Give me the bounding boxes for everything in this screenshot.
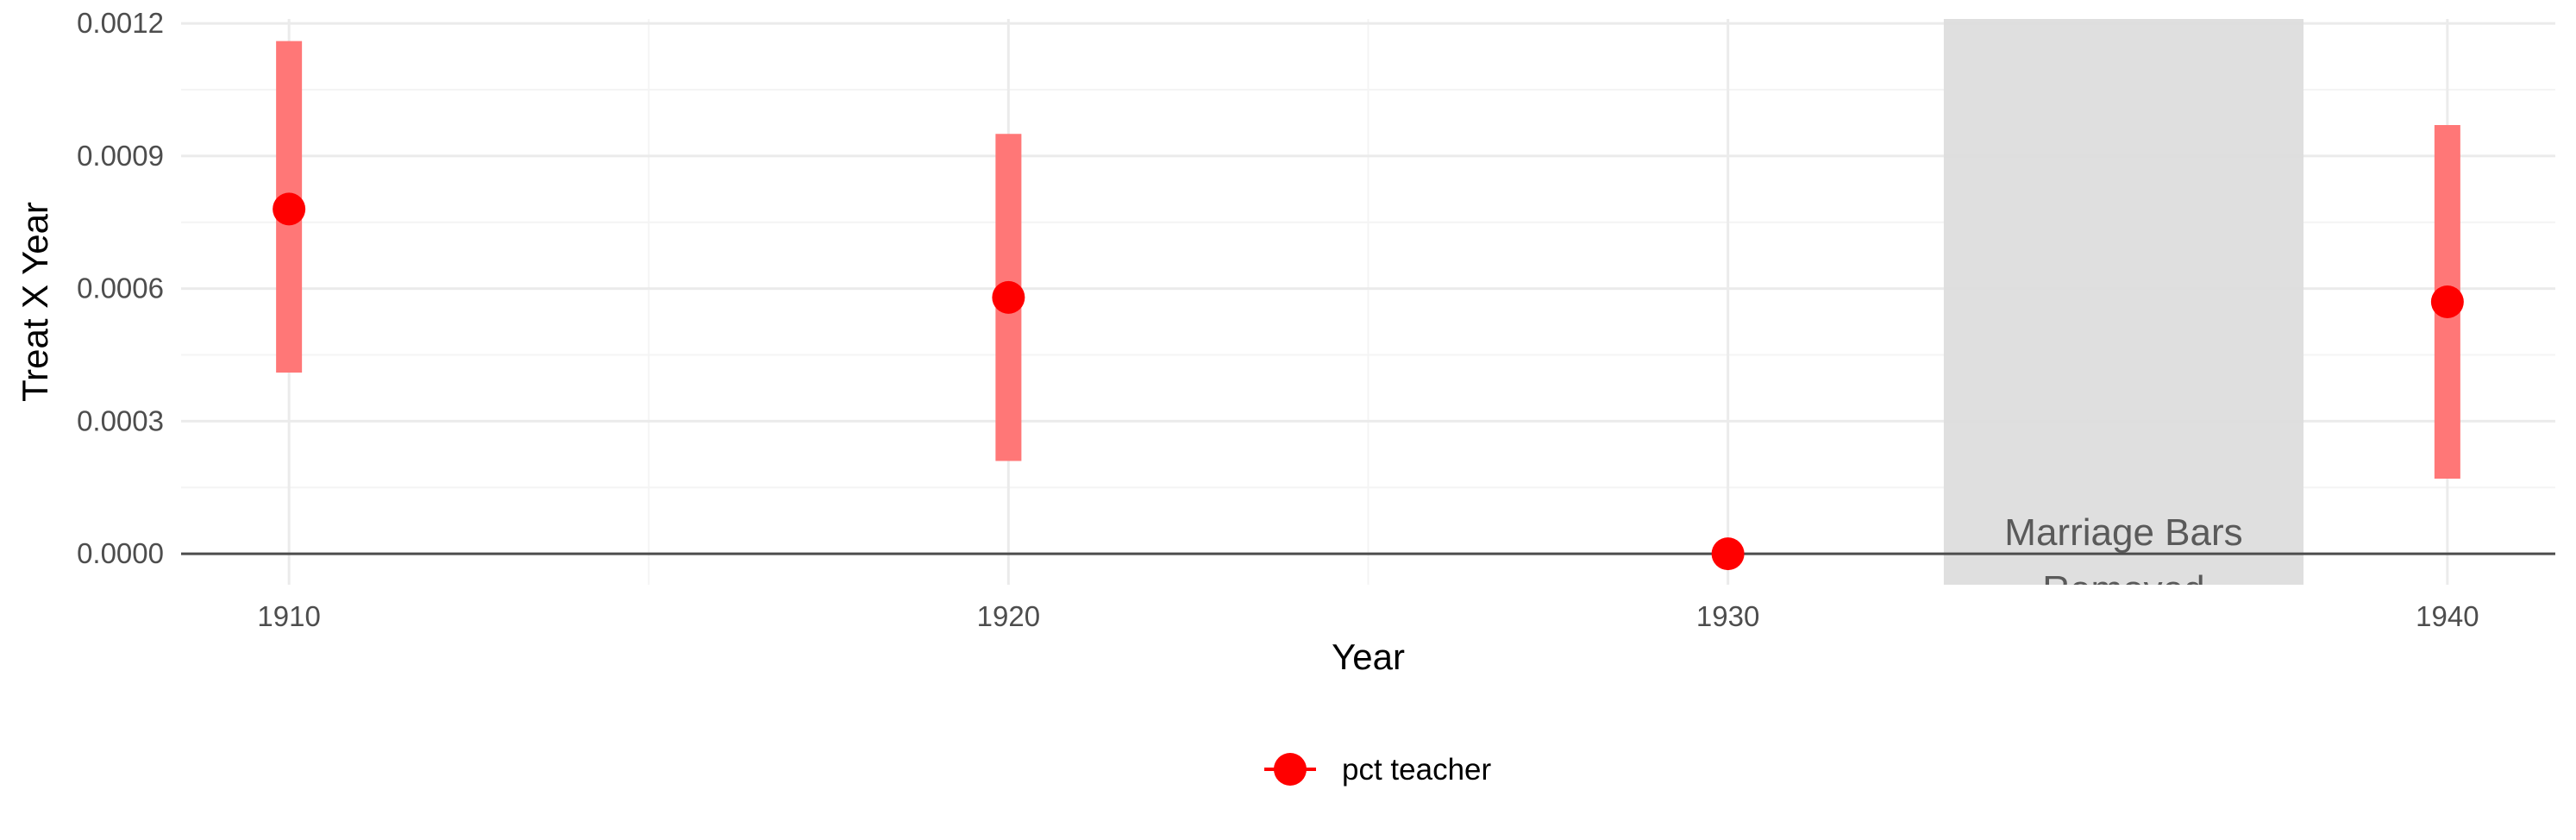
y-tick-label-1: 0.0003	[77, 404, 164, 436]
x-minor-gridlines	[648, 19, 2089, 585]
x-tick-label-0: 1910	[257, 600, 320, 632]
point-1930	[1711, 537, 1745, 571]
point-1910	[273, 192, 306, 226]
x-axis-tick-labels: 1910 1920 1930 1940	[257, 600, 2479, 632]
y-tick-label-3: 0.0009	[77, 140, 164, 172]
y-tick-label-0: 0.0000	[77, 537, 164, 569]
x-tick-label-3: 1940	[2416, 600, 2479, 632]
shaded-region-label-line-2: Removed	[2042, 568, 2204, 611]
x-tick-label-1: 1920	[977, 600, 1040, 632]
point-1940	[2430, 285, 2464, 318]
legend-label-pct-teacher: pct teacher	[1342, 753, 1491, 787]
marriage-bars-shaded-region	[1943, 19, 2304, 585]
legend: pct teacher	[1264, 753, 1491, 787]
x-axis-title: Year	[1332, 636, 1405, 677]
shaded-region-label-line-1: Marriage Bars	[2004, 511, 2242, 554]
y-tick-label-4: 0.0012	[77, 7, 164, 39]
legend-key-point	[1274, 753, 1307, 786]
point-1920	[992, 280, 1025, 314]
x-tick-label-2: 1930	[1696, 600, 1759, 632]
shaded-region-layer: Marriage Bars Removed	[1943, 19, 2304, 611]
y-tick-label-2: 0.0006	[77, 273, 164, 304]
point-estimates	[273, 192, 2464, 571]
y-axis-title: Treat X Year	[15, 202, 55, 402]
y-axis-tick-labels: 0.0000 0.0003 0.0006 0.0009 0.0012	[77, 7, 164, 569]
